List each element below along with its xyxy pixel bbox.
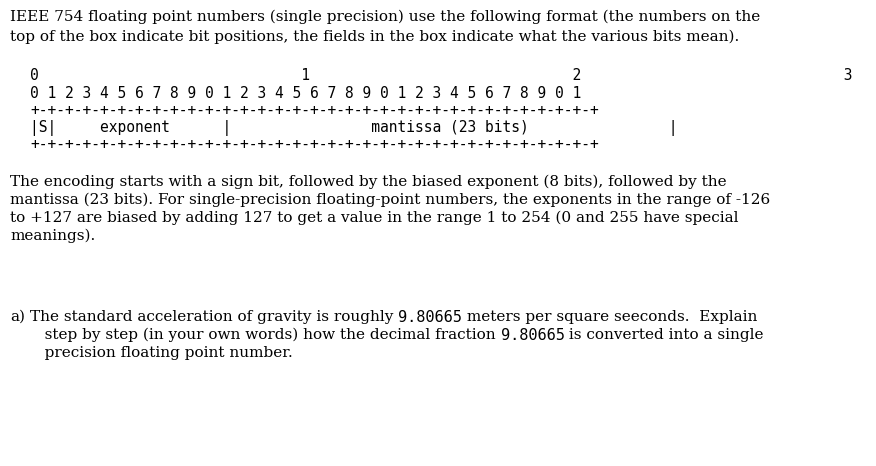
Text: |S|     exponent      |                mantissa (23 bits)                |: |S| exponent | mantissa (23 bits) |	[30, 120, 677, 136]
Text: +-+-+-+-+-+-+-+-+-+-+-+-+-+-+-+-+-+-+-+-+-+-+-+-+-+-+-+-+-+-+-+-+: +-+-+-+-+-+-+-+-+-+-+-+-+-+-+-+-+-+-+-+-…	[30, 137, 599, 152]
Text: precision floating point number.: precision floating point number.	[30, 346, 293, 360]
Text: 9.80665: 9.80665	[399, 310, 463, 325]
Text: 9.80665: 9.80665	[500, 328, 564, 343]
Text: a): a)	[10, 310, 25, 324]
Text: to +127 are biased by adding 127 to get a value in the range 1 to 254 (0 and 255: to +127 are biased by adding 127 to get …	[10, 211, 738, 226]
Text: The standard acceleration of gravity is roughly: The standard acceleration of gravity is …	[30, 310, 399, 324]
Text: top of the box indicate bit positions, the fields in the box indicate what the v: top of the box indicate bit positions, t…	[10, 30, 739, 44]
Text: +-+-+-+-+-+-+-+-+-+-+-+-+-+-+-+-+-+-+-+-+-+-+-+-+-+-+-+-+-+-+-+-+: +-+-+-+-+-+-+-+-+-+-+-+-+-+-+-+-+-+-+-+-…	[30, 103, 599, 118]
Text: The encoding starts with a sign bit, followed by the biased exponent (8 bits), f: The encoding starts with a sign bit, fol…	[10, 175, 726, 189]
Text: 0                              1                              2                 : 0 1 2	[30, 68, 852, 83]
Text: IEEE 754 floating point numbers (single precision) use the following format (the: IEEE 754 floating point numbers (single …	[10, 10, 760, 24]
Text: step by step (in your own words) how the decimal fraction: step by step (in your own words) how the…	[30, 328, 500, 343]
Text: is converted into a single: is converted into a single	[564, 328, 764, 342]
Text: 0 1 2 3 4 5 6 7 8 9 0 1 2 3 4 5 6 7 8 9 0 1 2 3 4 5 6 7 8 9 0 1: 0 1 2 3 4 5 6 7 8 9 0 1 2 3 4 5 6 7 8 9 …	[30, 86, 582, 101]
Text: mantissa (23 bits). For single-precision floating-point numbers, the exponents i: mantissa (23 bits). For single-precision…	[10, 193, 770, 207]
Text: meters per square seeconds.  Explain: meters per square seeconds. Explain	[463, 310, 758, 324]
Text: meanings).: meanings).	[10, 229, 95, 243]
